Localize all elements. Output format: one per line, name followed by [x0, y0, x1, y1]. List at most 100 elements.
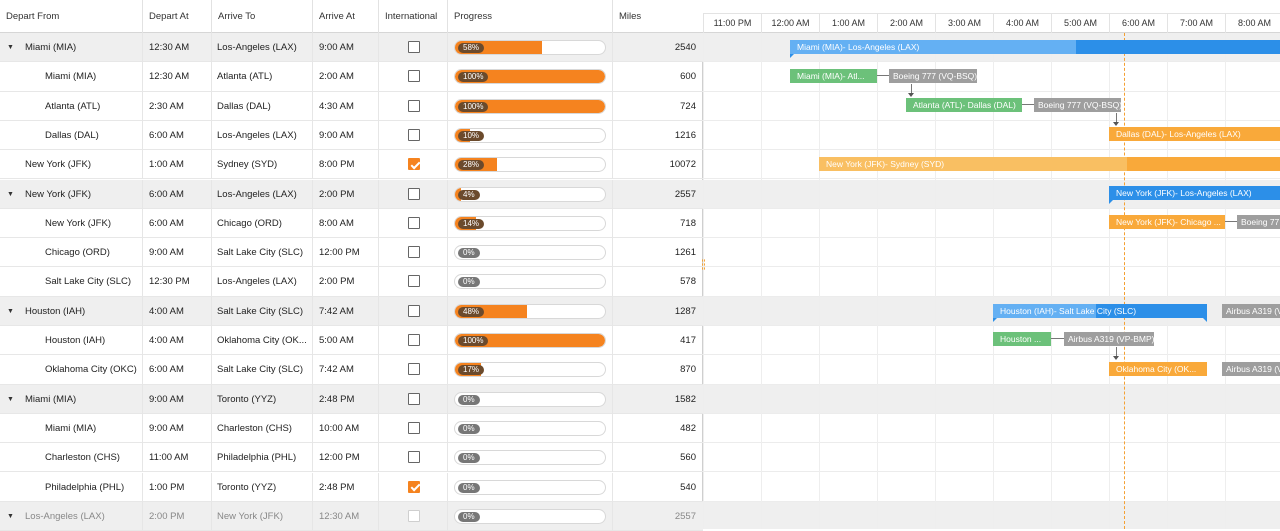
cell-arrive-at: 2:00 AM [313, 62, 379, 92]
international-checkbox[interactable] [408, 334, 420, 346]
summary-marker [790, 54, 794, 58]
table-row[interactable]: ▼ Miami (MIA) 9:00 AM Toronto (YYZ) 2:48 … [0, 384, 703, 414]
cell-depart-from: Miami (MIA) [0, 413, 143, 443]
column-header-arrive-to[interactable]: Arrive To [212, 0, 313, 33]
resource-label-text: Boeing 777 (VQ-BSQ) [893, 71, 977, 81]
cell-arrive-at: 12:00 PM [313, 443, 379, 473]
progress-bar: 10% [454, 127, 606, 143]
table-row[interactable]: Philadelphia (PHL) 1:00 PM Toronto (YYZ)… [0, 472, 703, 502]
cell-international [379, 62, 448, 92]
cell-depart-from: ▼ Miami (MIA) [0, 33, 143, 62]
column-header-depart-at[interactable]: Depart At [143, 0, 212, 33]
progress-label: 10% [458, 130, 485, 141]
table-row[interactable]: New York (JFK) 6:00 AM Chicago (ORD) 8:0… [0, 208, 703, 239]
international-checkbox[interactable] [408, 304, 420, 317]
progress-bar: 0% [454, 391, 606, 407]
table-row[interactable]: ▼ Houston (IAH) 4:00 AM Salt Lake City (S… [0, 296, 703, 326]
resource-label-text: Boeing 77 [1241, 217, 1280, 227]
task-bar-iah-okc[interactable]: Houston ... [993, 332, 1051, 346]
cell-progress: 10% [448, 120, 613, 150]
table-row[interactable]: Miami (MIA) 12:30 AM Atlanta (ATL) 2:00 … [0, 62, 703, 92]
task-bar-dal-lax[interactable]: Dallas (DAL)- Los-Angeles (LAX) [1109, 127, 1280, 141]
international-checkbox[interactable] [408, 216, 420, 229]
resource-label-text: Airbus A319 (V [1226, 306, 1280, 316]
cell-arrive-at: 8:00 AM [313, 208, 379, 238]
table-row[interactable]: Atlanta (ATL) 2:30 AM Dallas (DAL) 4:30 … [0, 91, 703, 121]
column-header-depart-from[interactable]: Depart From [0, 0, 143, 33]
cell-arrive-to: Salt Lake City (SLC) [212, 238, 313, 268]
task-bar-iah-slc[interactable]: Houston (IAH)- Salt Lake City (SLC) [993, 304, 1207, 318]
expand-toggle-icon[interactable]: ▼ [7, 307, 14, 315]
cell-arrive-to: Los-Angeles (LAX) [212, 267, 313, 297]
depart-from-text: Miami (MIA) [45, 422, 97, 434]
column-header-international[interactable]: International [379, 0, 448, 33]
table-row[interactable]: Miami (MIA) 9:00 AM Charleston (CHS) 10:… [0, 413, 703, 444]
expand-toggle-icon[interactable]: ▼ [7, 190, 14, 198]
international-checkbox[interactable] [408, 275, 420, 288]
cell-progress: 0% [448, 472, 613, 502]
column-header-arrive-at[interactable]: Arrive At [313, 0, 379, 33]
table-row[interactable]: ▼ New York (JFK) 6:00 AM Los-Angeles (LAX… [0, 179, 703, 209]
international-checkbox[interactable] [408, 392, 420, 405]
dependency-line [1116, 347, 1117, 356]
table-row[interactable]: ▼ Los-Angeles (LAX) 2:00 PM New York (JFK… [0, 501, 703, 531]
international-checkbox[interactable] [408, 128, 420, 141]
column-header-progress[interactable]: Progress [448, 0, 613, 33]
task-bar-jfk-ord[interactable]: New York (JFK)- Chicago ... [1109, 215, 1225, 229]
international-checkbox[interactable] [408, 363, 420, 376]
international-checkbox[interactable] [408, 41, 420, 53]
current-time-line [1124, 33, 1125, 529]
cell-progress: 100% [448, 91, 613, 121]
expand-toggle-icon[interactable]: ▼ [7, 512, 14, 520]
depart-from-text: Atlanta (ATL) [45, 100, 101, 112]
expand-toggle-icon[interactable]: ▼ [7, 44, 14, 51]
international-checkbox[interactable] [408, 158, 420, 171]
international-checkbox[interactable] [408, 421, 420, 434]
timeline-row [703, 384, 1280, 414]
table-row[interactable]: New York (JFK) 1:00 AM Sydney (SYD) 8:00… [0, 150, 703, 180]
cell-international [379, 91, 448, 121]
cell-progress: 0% [448, 267, 613, 297]
grid-header: Depart From Depart At Arrive To Arrive A… [0, 0, 703, 33]
task-bar-jfk-lax[interactable]: New York (JFK)- Los-Angeles (LAX) [1109, 186, 1280, 200]
cell-depart-at: 6:00 AM [143, 355, 212, 385]
table-row[interactable]: Charleston (CHS) 11:00 AM Philadelphia (… [0, 443, 703, 473]
cell-depart-from: New York (JFK) [0, 150, 143, 180]
cell-arrive-at: 9:00 AM [313, 120, 379, 150]
depart-from-text: Salt Lake City (SLC) [45, 276, 132, 288]
table-row[interactable]: ▼ Miami (MIA) 12:30 AM Los-Angeles (LAX) … [0, 33, 703, 63]
international-checkbox[interactable] [408, 246, 420, 259]
international-checkbox[interactable] [408, 509, 420, 522]
cell-arrive-at: 2:48 PM [313, 472, 379, 502]
table-row[interactable]: Salt Lake City (SLC) 12:30 PM Los-Angele… [0, 267, 703, 297]
expand-toggle-icon[interactable]: ▼ [7, 395, 14, 403]
cell-arrive-to: Chicago (ORD) [212, 208, 313, 238]
dependency-arrow [1113, 356, 1119, 360]
table-row[interactable]: Chicago (ORD) 9:00 AM Salt Lake City (SL… [0, 238, 703, 268]
table-row[interactable]: Oklahoma City (OKC) 6:00 AM Salt Lake Ci… [0, 355, 703, 385]
task-bar-mia-atl[interactable]: Miami (MIA)- Atl... [790, 69, 877, 83]
task-bar-atl-dal[interactable]: Atlanta (ATL)- Dallas (DAL) [906, 98, 1022, 112]
timeline-row [703, 443, 1280, 473]
cell-arrive-to: Oklahoma City (OK... [212, 326, 313, 355]
cell-miles: 540 [680, 481, 696, 493]
international-checkbox[interactable] [408, 70, 420, 83]
table-row[interactable]: Houston (IAH) 4:00 AM Oklahoma City (OK.… [0, 326, 703, 356]
international-checkbox[interactable] [408, 451, 420, 464]
resource-label-boeing-2: Boeing 777 (VQ-BSQ) [1034, 98, 1121, 112]
international-checkbox[interactable] [408, 187, 420, 200]
cell-progress: 14% [448, 208, 613, 238]
resource-label-text: Boeing 777 (VQ-BSQ) [1038, 100, 1121, 110]
international-checkbox[interactable] [408, 99, 420, 112]
task-bar-label: Miami (MIA)- Atl... [797, 71, 865, 81]
international-checkbox[interactable] [408, 480, 420, 493]
table-row[interactable]: Dallas (DAL) 6:00 AM Los-Angeles (LAX) 9… [0, 120, 703, 151]
depart-from-text: New York (JFK) [45, 217, 111, 229]
timeline-tick: 3:00 AM [935, 14, 993, 33]
column-header-miles[interactable]: Miles [619, 11, 642, 22]
timeline-row [703, 209, 1280, 239]
cell-arrive-to: Toronto (YYZ) [212, 384, 313, 414]
task-bar-okc-slc[interactable]: Oklahoma City (OK... [1109, 362, 1207, 376]
cell-depart-at: 6:00 AM [143, 120, 212, 150]
progress-label: 0% [458, 277, 480, 288]
